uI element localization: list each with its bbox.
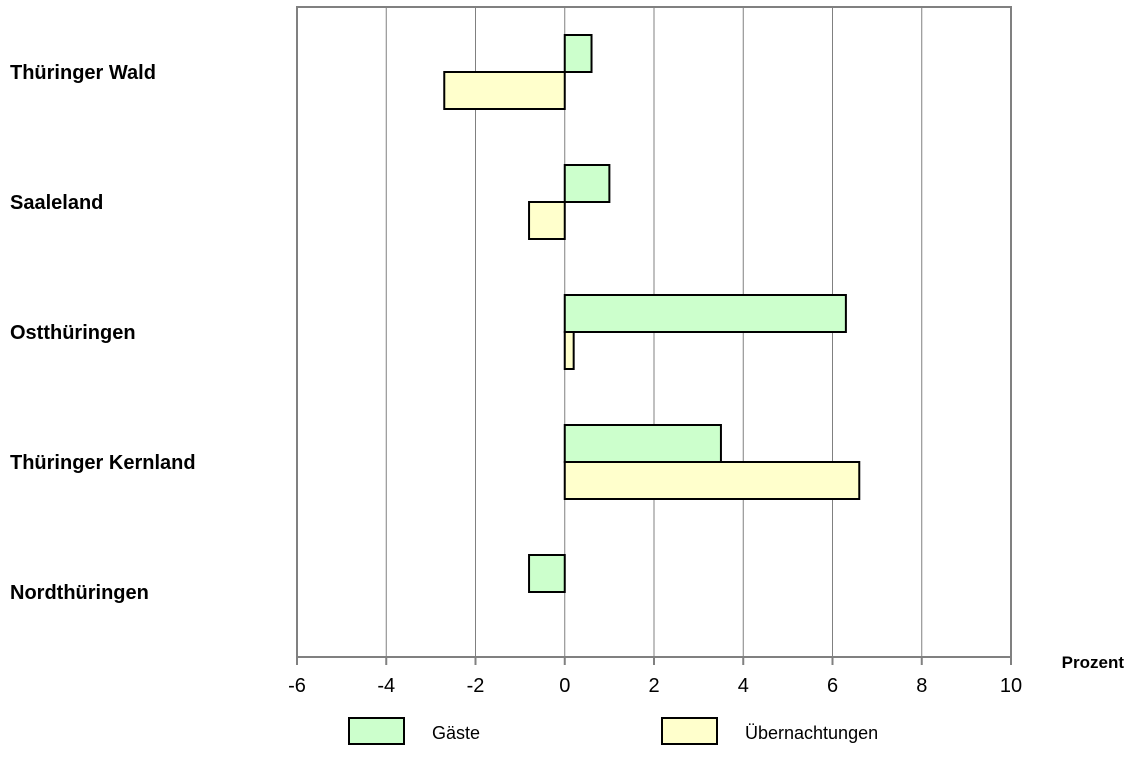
category-label: Saaleland bbox=[10, 192, 103, 214]
bar-uebernachtungen bbox=[563, 461, 861, 500]
legend-label: Übernachtungen bbox=[745, 723, 878, 743]
legend-swatch bbox=[661, 717, 718, 745]
bars bbox=[443, 34, 861, 593]
x-axis-unit-label: Prozent bbox=[1062, 653, 1125, 672]
x-tick-label: -6 bbox=[288, 675, 306, 697]
x-tick-label: 8 bbox=[916, 675, 927, 697]
bar-gaeste bbox=[563, 424, 722, 463]
x-tick-label: 0 bbox=[559, 675, 570, 697]
category-label: Nordthüringen bbox=[10, 582, 149, 604]
bar-gaeste bbox=[563, 34, 593, 73]
bar-uebernachtungen bbox=[443, 71, 566, 110]
x-tick-label: 10 bbox=[1000, 675, 1022, 697]
legend-swatch bbox=[348, 717, 405, 745]
legend-label: Gäste bbox=[432, 723, 480, 743]
category-label: Thüringer Wald bbox=[10, 62, 156, 84]
bar-gaeste bbox=[563, 164, 611, 203]
x-tick-label: 6 bbox=[827, 675, 838, 697]
x-tick-label: -2 bbox=[467, 675, 485, 697]
x-tick-label: 2 bbox=[648, 675, 659, 697]
bar-gaeste bbox=[528, 554, 566, 593]
bar-gaeste bbox=[563, 294, 847, 333]
category-label: Ostthüringen bbox=[10, 322, 136, 344]
x-axis-ticks: -6 -4 -2 0 2 4 6 8 10 bbox=[288, 657, 1022, 697]
x-tick-label: -4 bbox=[377, 675, 395, 697]
category-label: Thüringer Kernland bbox=[10, 452, 196, 474]
bar-uebernachtungen bbox=[528, 201, 566, 240]
category-labels: Thüringer Wald Saaleland Ostthüringen Thüri… bbox=[10, 62, 196, 604]
x-tick-label: 4 bbox=[738, 675, 749, 697]
bar-uebernachtungen bbox=[563, 331, 575, 370]
legend: Gäste Übernachtungen bbox=[348, 717, 878, 745]
